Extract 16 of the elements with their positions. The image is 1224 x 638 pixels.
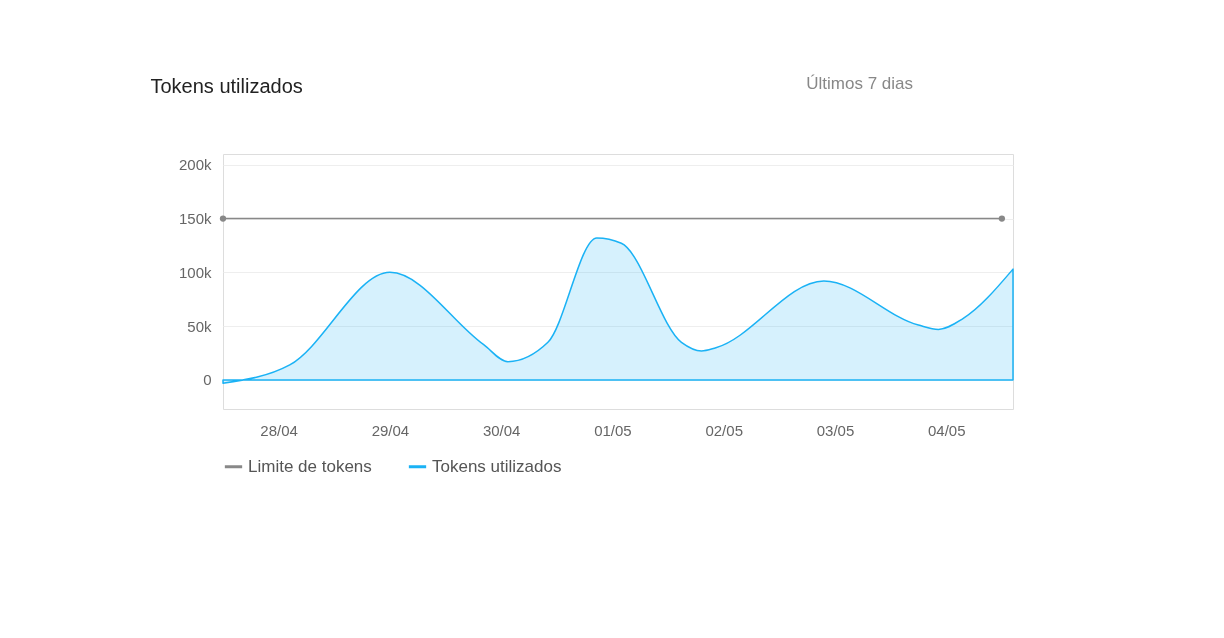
legend-label: Tokens utilizados bbox=[432, 456, 562, 476]
y-tick-label: 100k bbox=[178, 263, 212, 281]
y-tick-label: 0 bbox=[203, 371, 212, 389]
x-tick-label: 03/05 bbox=[816, 421, 855, 439]
text: Últimos 7 dias bbox=[806, 74, 913, 93]
y-tick-label: 50k bbox=[187, 317, 212, 335]
x-tick-label: 04/05 bbox=[927, 421, 966, 439]
legend-label: Limite de tokens bbox=[248, 456, 372, 476]
x-tick-label: 29/04 bbox=[371, 421, 410, 439]
x-tick-label: 30/04 bbox=[482, 421, 521, 439]
y-tick-label: 200k bbox=[178, 156, 212, 174]
x-tick-label: 02/05 bbox=[705, 421, 743, 439]
y-tick-label: 150k bbox=[178, 210, 212, 228]
chart-title: Tokens utilizados bbox=[150, 75, 303, 97]
x-tick-label: 28/04 bbox=[260, 421, 298, 439]
x-tick-label: 01/05 bbox=[594, 421, 632, 439]
